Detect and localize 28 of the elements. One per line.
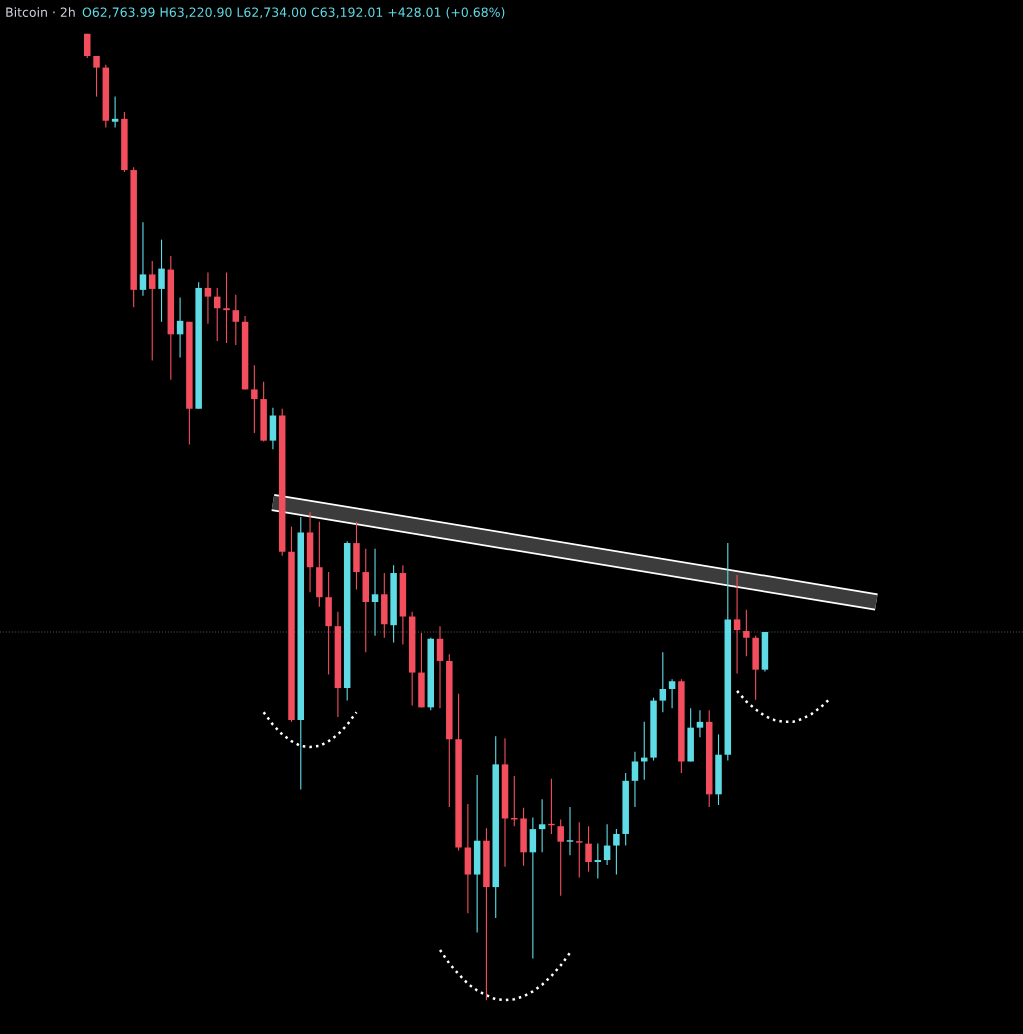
candlestick <box>232 294 240 346</box>
candlestick <box>84 33 91 59</box>
candlestick <box>139 221 147 297</box>
candlestick <box>566 806 574 856</box>
candlestick <box>659 651 667 713</box>
candlestick <box>93 55 100 98</box>
text: O62,763.99 H63,220.90 L62,734.00 C63,192.01 +428.01 (+0.68%) <box>82 7 505 19</box>
candlestick <box>613 828 620 876</box>
chart-title: Bitcoin · 2h <box>6 7 75 17</box>
candlestick <box>631 751 639 808</box>
candlestick <box>111 96 119 129</box>
candlestick <box>696 709 704 738</box>
candlestick <box>529 816 537 960</box>
candlestick <box>251 364 258 434</box>
candlestick <box>733 574 741 675</box>
candlestick <box>204 271 212 325</box>
candlestick <box>223 271 230 344</box>
candlestick <box>585 825 592 873</box>
candlestick <box>158 239 165 323</box>
candlestick <box>371 548 379 637</box>
candlestick <box>148 260 156 361</box>
candlestick <box>743 609 750 657</box>
candlestick <box>576 821 583 878</box>
candlestick <box>668 678 676 709</box>
candlestick <box>436 625 444 709</box>
candlestick <box>557 818 564 897</box>
candlestick <box>538 798 546 853</box>
candlestick <box>594 843 602 879</box>
